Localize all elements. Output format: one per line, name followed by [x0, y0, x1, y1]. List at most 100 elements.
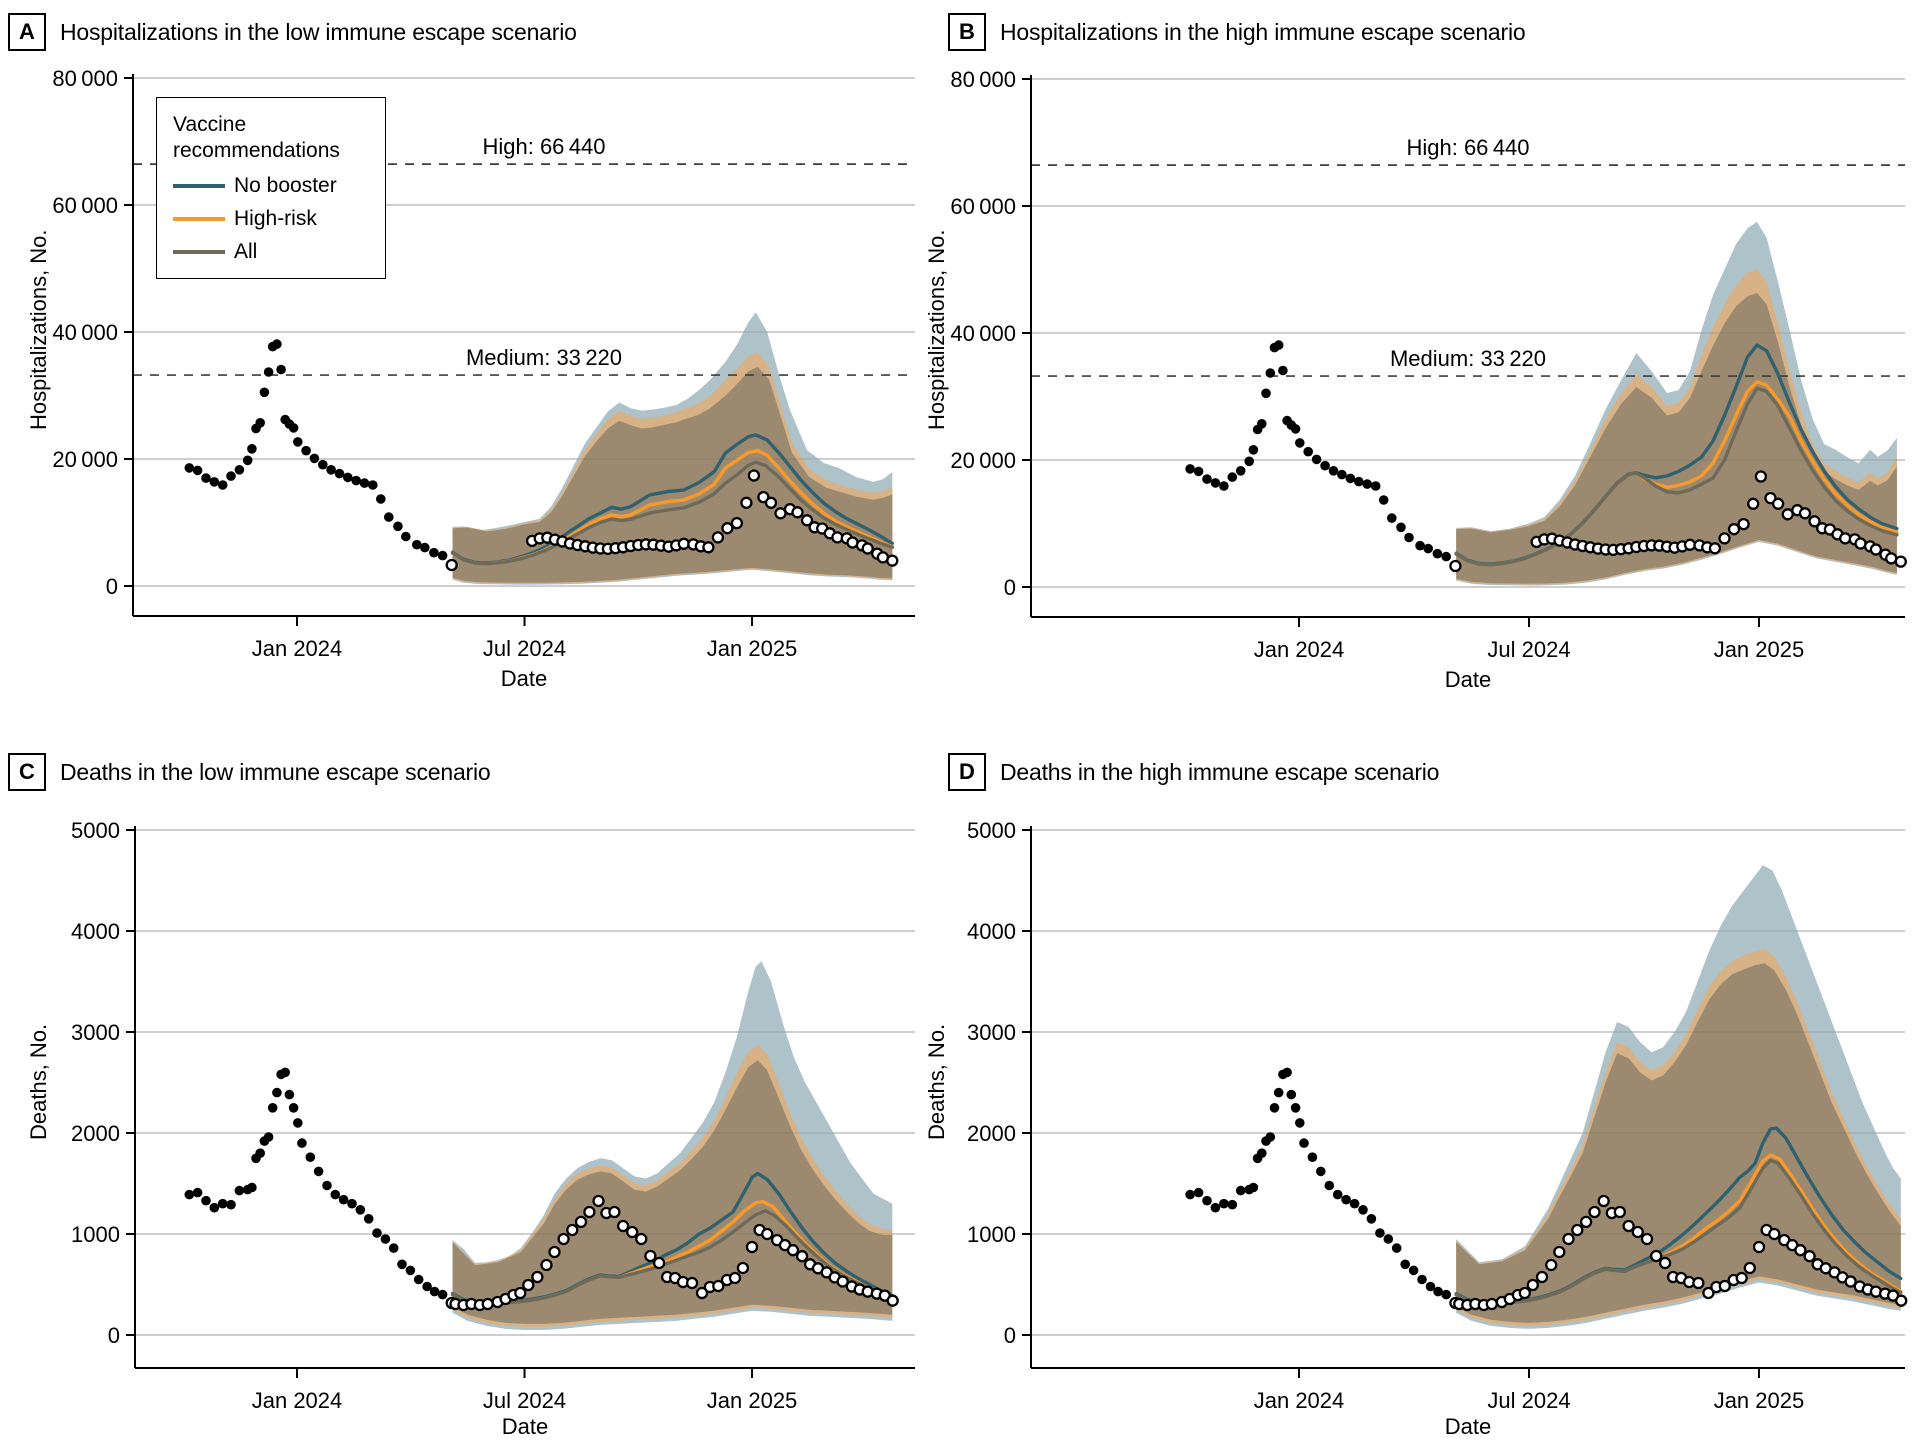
panel-b-observed-dot-filled [1415, 540, 1425, 551]
panel-d-x-tick-label: Jan 2025 [1714, 1388, 1805, 1413]
panel-c-observed-dot-filled [293, 1118, 303, 1128]
panel-d-observed-dot-filled [1248, 1182, 1259, 1193]
panel-b-x-axis-title: Date [1444, 667, 1492, 692]
panel-a-observed-dot-open [861, 542, 874, 555]
panel-a-y-axis-title: Hospitalizations, No. [26, 229, 51, 430]
panel-a-observed-dot-filled [318, 459, 328, 470]
panel-b-threshold-label: High: 66 440 [1406, 135, 1529, 160]
panel-a-observed-dot-open [721, 522, 734, 535]
panel-c-observed-dot-filled [437, 1289, 448, 1300]
panel-c-observed-dot-filled [305, 1152, 316, 1162]
panel-d-observed-dot-open [1752, 1240, 1766, 1254]
panel-c-observed-dot-filled [288, 1103, 299, 1113]
panel-b-observed-dot-filled [1265, 368, 1276, 378]
panel-b-observed-dot-filled [1295, 438, 1305, 448]
panel-c-observed-dot-filled [297, 1138, 307, 1148]
panel-b-threshold-label: Medium: 33 220 [1390, 346, 1546, 371]
panel-c-x-axis-title: Date [501, 1414, 549, 1439]
panel-a-observed-dot-filled [201, 473, 211, 483]
panel-d-observed-dot-filled [1425, 1281, 1436, 1292]
panel-b-observed-dot-filled [1210, 478, 1221, 488]
panel-c-observed-dot-open [635, 1232, 648, 1246]
panel-a-observed-dot-filled [309, 453, 320, 464]
panel-c-observed-dot-open [548, 1245, 561, 1259]
panel-b-observed-dot-filled [1370, 481, 1381, 491]
panel-c-observed-dot-filled [413, 1274, 424, 1285]
panel-d-observed-dot-open [1631, 1225, 1644, 1239]
panel-d-observed-dot-filled [1383, 1234, 1394, 1244]
panel-c-observed-dot-open [695, 1286, 709, 1300]
no-booster-line-swatch [173, 184, 225, 188]
panel-b-letter: B [948, 13, 986, 51]
panel-c-observed-dot-open [644, 1249, 657, 1263]
panel-c-observed-dot-filled [267, 1103, 278, 1113]
panel-a-observed-dot-filled [293, 437, 303, 447]
panel-a-observed-dot-open [711, 531, 725, 544]
panel-c-observed-dot-filled [380, 1234, 391, 1244]
panel-d-observed-dot-open [1622, 1219, 1635, 1233]
panel-d-observed-dot-filled [1299, 1138, 1309, 1148]
panel-b-observed-dot-filled [1193, 466, 1204, 477]
panel-d-observed-dot-filled [1235, 1185, 1246, 1196]
panel-d-observed-dot-open [1597, 1194, 1610, 1208]
panel-b-observed-dot-filled [1290, 424, 1301, 434]
panel-d-x-axis-title: Date [1444, 1414, 1492, 1439]
panel-b-observed-dot-filled [1235, 466, 1246, 476]
panel-a-y-tick-label: 40 000 [52, 320, 118, 345]
panel-a-observed-dot-filled [247, 444, 257, 454]
panel-d-observed-dot-open [1553, 1245, 1566, 1259]
panel-c-x-tick-label: Jan 2024 [252, 1388, 343, 1413]
panel-c-observed-dot-open [616, 1219, 630, 1233]
panel-c-observed-dot-filled [280, 1067, 291, 1078]
panel-b-observed-dot-filled [1219, 481, 1229, 491]
panel-d-observed-dot-open [1650, 1249, 1663, 1263]
panel-b-observed-dot-open [1781, 508, 1794, 521]
panel-c-observed-dot-filled [422, 1281, 432, 1292]
panel-d-observed-dot-filled [1366, 1214, 1377, 1224]
panel-a-x-tick-label: Jan 2025 [707, 636, 798, 661]
panel-d-observed-dot-filled [1193, 1187, 1204, 1198]
legend-item-all: All [173, 240, 369, 264]
panel-c-observed-dot-open [736, 1261, 750, 1275]
panel-b-band-all [1456, 293, 1897, 584]
legend-item-no-booster: No booster [173, 174, 369, 198]
panel-a-observed-dot-filled [437, 550, 448, 561]
panel-c-observed-dot-open [592, 1194, 605, 1208]
panel-c-title: C Deaths in the low immune escape scenar… [8, 753, 491, 791]
panel-d-observed-dot-open [1692, 1276, 1705, 1290]
panel-b-observed-dot-filled [1345, 473, 1356, 484]
panel-d-observed-dot-filled [1269, 1103, 1280, 1113]
panel-a-observed-dot-filled [393, 521, 403, 532]
panel-b-observed-dot-filled [1337, 469, 1347, 480]
panel-b-line-all [1454, 386, 1899, 567]
panel-a-observed-dot-filled [368, 480, 378, 490]
panel-d-observed-dot-open [1794, 1244, 1807, 1257]
panel-d-observed-dot-open [1571, 1223, 1584, 1237]
panel-c-observed-dot-open [481, 1297, 494, 1311]
panel-a-band-all [452, 366, 893, 583]
panel-c-observed-dot-open [514, 1286, 527, 1300]
panel-d-x-tick-label: Jul 2024 [1487, 1388, 1570, 1413]
panel-d-observed-dot-open [1895, 1294, 1908, 1307]
all-line-swatch [173, 250, 225, 254]
panel-d-observed-dot-open [1658, 1256, 1672, 1270]
panel-b-observed-dot-filled [1244, 456, 1254, 467]
panel-a-observed-dot-filled [326, 465, 336, 475]
panel-c-observed-dot-filled [313, 1166, 324, 1177]
panel-b-observed-dot-filled [1311, 454, 1322, 465]
panel-b-observed-dot-filled [1320, 460, 1330, 471]
panel-c-observed-dot-filled [234, 1185, 245, 1196]
panel-c-observed-dot-open [712, 1279, 725, 1293]
panel-b-observed-dot-filled [1227, 472, 1238, 482]
panel-d-observed-dot-filled [1290, 1103, 1301, 1113]
panel-a-y-tick-label: 0 [106, 574, 118, 599]
panel-d-observed-dot-open [1702, 1286, 1715, 1300]
panel-b-x-tick-label: Jan 2024 [1254, 637, 1345, 662]
panel-a-observed-dot-open [800, 514, 814, 527]
panel-d-observed-dot-filled [1219, 1198, 1229, 1209]
panel-a-observed-dot-filled [343, 472, 353, 483]
panel-c-x-tick-label: Jan 2025 [707, 1388, 798, 1413]
panel-b-observed-dot-filled [1432, 548, 1443, 559]
panel-c-y-axis-title: Deaths, No. [26, 1023, 51, 1140]
panel-c-y-tick-label: 1000 [71, 1222, 120, 1247]
